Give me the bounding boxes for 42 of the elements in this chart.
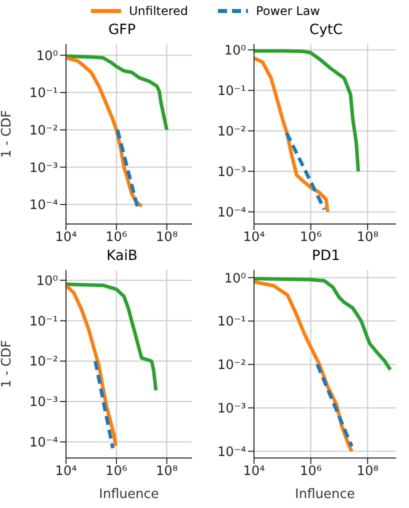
x-tick-label: 10⁶ [300,464,322,480]
y-tick-label: 10⁻⁴ [29,198,58,214]
x-tick-label: 10⁸ [156,464,178,480]
y-tick-label: 10⁻³ [29,395,58,410]
x-tick-label: 10⁶ [300,230,322,246]
x-axis-title: Influence [99,487,159,502]
y-tick-label: 10⁻¹ [29,314,58,330]
chart-title: CytC [308,22,344,40]
x-tick-label: 10⁶ [106,464,128,480]
y-tick-label: 10⁻¹ [217,84,246,100]
y-tick-label: 10⁻⁴ [29,436,58,451]
x-tick-label: 10⁸ [356,464,378,480]
y-tick-label: 10⁰ [36,274,58,289]
y-tick-label: 10⁻¹ [217,314,246,330]
y-tick-label: 10⁰ [224,271,246,286]
y-axis-title: 1 - CDF [0,110,15,158]
y-tick-label: 10⁻¹ [29,86,58,102]
y-tick-label: 10⁰ [224,44,246,59]
x-tick-label: 10⁴ [55,464,77,480]
chart-title: GFP [107,22,137,40]
y-tick-label: 10⁻³ [217,401,246,416]
y-axis-title: 1 - CDF [0,340,15,388]
legend-label: Unfiltered [129,4,188,18]
y-tick-label: 10⁻² [217,358,246,374]
y-tick-label: 10⁻⁴ [217,444,246,460]
y-tick-label: 10⁻³ [217,164,246,180]
x-tick-label: 10⁸ [356,230,378,246]
chart-title: PD1 [310,248,342,266]
y-tick-label: 10⁻² [29,123,58,138]
x-tick-label: 10⁴ [55,230,77,246]
y-tick-label: 10⁻³ [29,160,58,176]
legend-label: Power Law [256,4,320,18]
x-tick-label: 10⁴ [243,230,265,246]
x-tick-label: 10⁸ [156,230,178,246]
y-tick-label: 10⁻⁴ [217,205,246,220]
y-tick-label: 10⁻² [29,354,58,370]
x-tick-label: 10⁶ [106,230,128,246]
x-axis-title: Influence [295,487,355,502]
y-tick-label: 10⁻² [217,124,246,140]
y-tick-label: 10⁰ [36,48,58,64]
x-tick-label: 10⁴ [243,464,265,480]
chart-title: KaiB [105,248,138,266]
